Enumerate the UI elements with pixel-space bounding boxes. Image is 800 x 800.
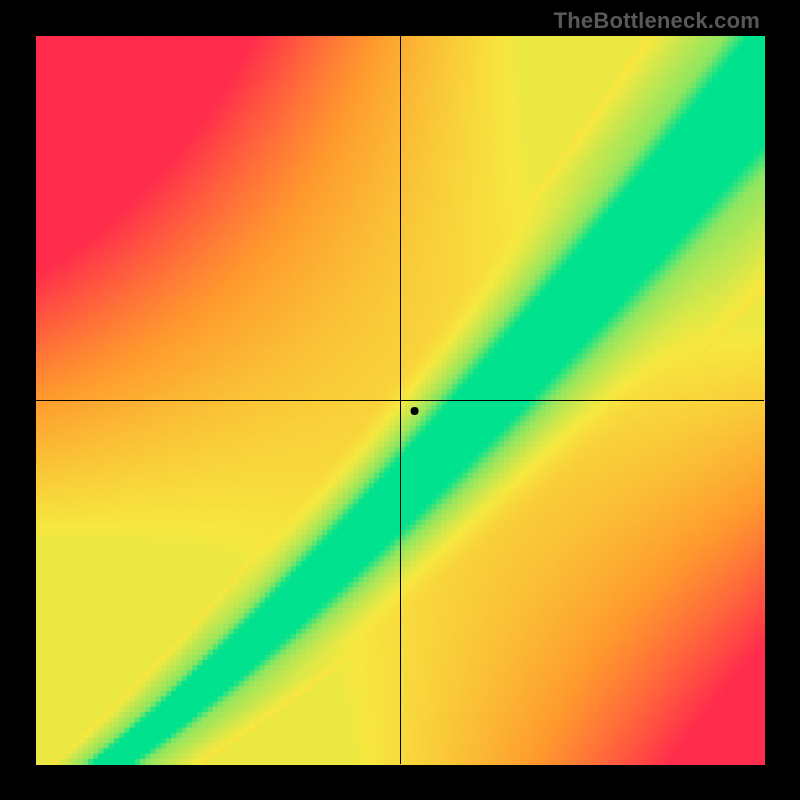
heatmap-canvas bbox=[0, 0, 800, 800]
bottleneck-heatmap: { "canvas": { "width": 800, "height": 80… bbox=[0, 0, 800, 800]
watermark-text: TheBottleneck.com bbox=[554, 8, 760, 34]
